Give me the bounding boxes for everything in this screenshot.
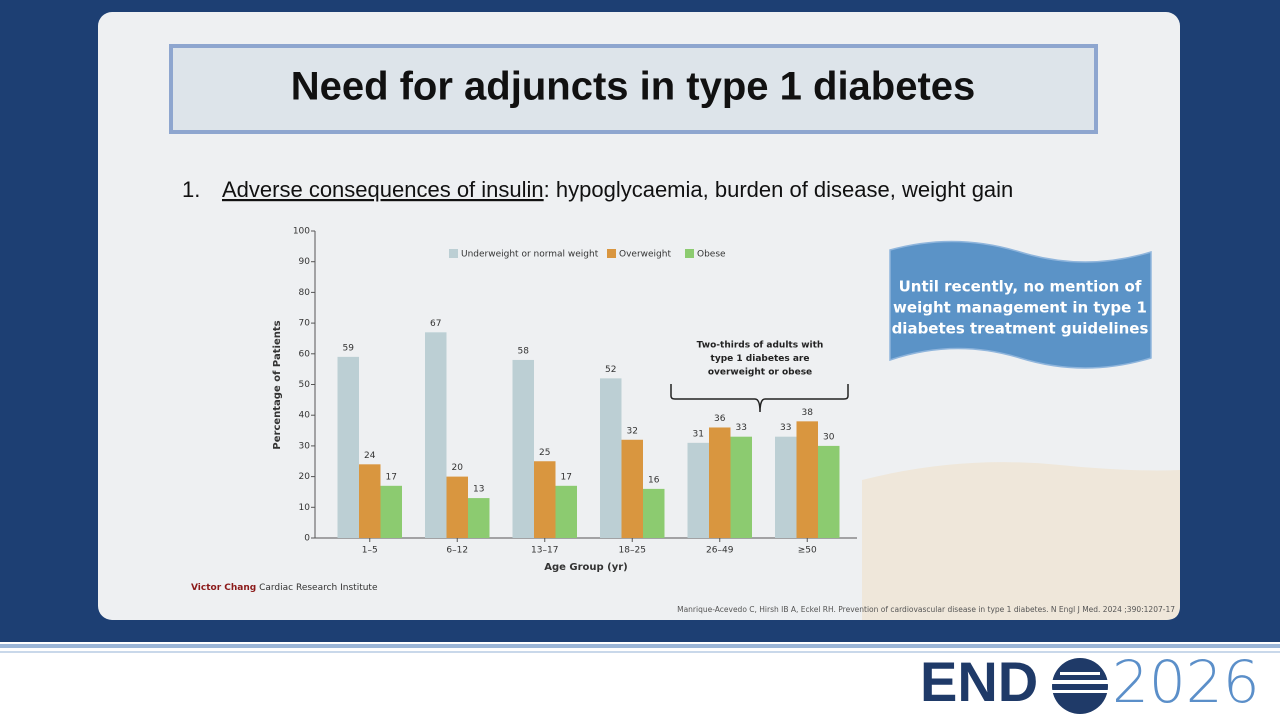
y-tick-label: 60: [299, 349, 311, 359]
value-label: 24: [364, 451, 376, 461]
value-label: 30: [823, 432, 835, 442]
slide-title: Need for adjuncts in type 1 diabetes: [291, 65, 976, 109]
x-axis-label: Age Group (yr): [544, 562, 628, 573]
bar: [818, 445, 840, 538]
bar: [600, 378, 622, 538]
callout-line: diabetes treatment guidelines: [892, 320, 1149, 338]
callout-line: weight management in type 1: [893, 299, 1147, 317]
value-label: 67: [430, 319, 441, 329]
annotation: Two-thirds of adults with: [697, 341, 824, 351]
value-label: 59: [343, 343, 355, 353]
y-tick-label: 30: [299, 441, 311, 451]
citation: Manrique-Acevedo C, Hirsh IB A, Eckel RH…: [677, 605, 1175, 614]
value-label: 32: [627, 426, 638, 436]
legend-swatch: [449, 249, 458, 258]
annotation: type 1 diabetes are: [711, 354, 810, 364]
bar: [337, 356, 359, 538]
footer-stripe: [0, 651, 1280, 653]
bar: [796, 421, 818, 538]
x-tick-label: 13–17: [531, 546, 558, 556]
value-label: 17: [386, 472, 397, 482]
annotation-brace: [670, 384, 849, 413]
value-label: 33: [780, 423, 791, 433]
bar: [446, 476, 468, 538]
value-label: 33: [736, 423, 747, 433]
value-label: 31: [693, 429, 704, 439]
bar: [687, 442, 709, 538]
credit: Victor Chang Cardiac Research Institute: [191, 583, 378, 593]
bar: [380, 485, 402, 538]
legend-label: Obese: [697, 250, 726, 260]
bar: [621, 439, 643, 538]
y-tick-label: 0: [304, 534, 310, 544]
logo-year: 2026: [1112, 648, 1260, 716]
y-tick-label: 80: [299, 288, 311, 298]
bar: [512, 359, 534, 538]
legend-swatch: [607, 249, 616, 258]
value-label: 36: [714, 414, 726, 424]
credit-name: Victor Chang: [191, 583, 256, 593]
bullet-emphasis: Adverse consequences of insulin: [222, 177, 544, 202]
y-tick-label: 40: [299, 411, 311, 421]
callout-shape: [889, 240, 1152, 369]
bar: [709, 427, 731, 538]
x-tick-label: ≥50: [798, 546, 817, 556]
bar: [534, 461, 556, 538]
y-tick-label: 20: [299, 472, 311, 482]
bar: [425, 332, 447, 538]
legend-swatch: [685, 249, 694, 258]
callout: Until recently, no mention of weight mana…: [892, 278, 1149, 338]
value-label: 16: [648, 475, 660, 485]
bar: [643, 488, 665, 538]
legend-label: Overweight: [619, 250, 671, 260]
y-tick-label: 90: [299, 257, 311, 267]
logo-text: END: [920, 650, 1038, 713]
y-tick-label: 100: [293, 227, 310, 237]
value-label: 17: [561, 472, 572, 482]
credit-rest: Cardiac Research Institute: [256, 583, 378, 593]
x-tick-label: 18–25: [619, 546, 646, 556]
y-tick-label: 10: [299, 503, 311, 513]
bar: [555, 485, 577, 538]
decor-wave: [862, 462, 1180, 620]
y-tick-label: 70: [299, 319, 311, 329]
bar: [730, 436, 752, 538]
value-label: 25: [539, 448, 550, 458]
callout-line: Until recently, no mention of: [899, 278, 1142, 296]
bar: [468, 498, 490, 538]
bullet: 1. Adverse consequences of insulin: hypo…: [182, 177, 1013, 202]
bar: [775, 436, 797, 538]
value-label: 58: [518, 346, 530, 356]
annotation: overweight or obese: [708, 368, 812, 378]
y-tick-label: 50: [299, 380, 311, 390]
value-label: 20: [452, 463, 464, 473]
value-label: 13: [473, 485, 484, 495]
value-label: 38: [802, 408, 814, 418]
y-axis-label: Percentage of Patients: [272, 320, 283, 449]
x-tick-label: 26–49: [706, 546, 734, 556]
x-tick-label: 1–5: [362, 546, 378, 556]
bullet-text: : hypoglycaemia, burden of disease, weig…: [544, 177, 1014, 202]
footer-stripe: [0, 644, 1280, 648]
chart: 0 10 20 30 40 50 60 70 80 90 100 Percentage of Pati…: [272, 227, 857, 573]
legend-label: Underweight or normal weight: [461, 250, 599, 260]
value-label: 52: [605, 365, 616, 375]
title-box: [169, 44, 1098, 134]
x-tick-label: 6–12: [446, 546, 468, 556]
bullet-number: 1.: [182, 177, 200, 202]
logo-globe: [1052, 658, 1108, 714]
bar: [359, 464, 381, 538]
